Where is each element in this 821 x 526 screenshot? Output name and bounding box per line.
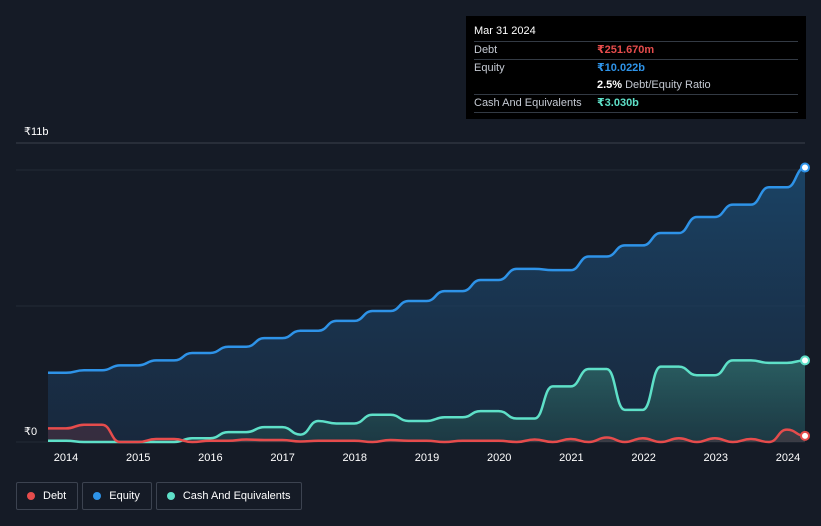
y-axis: ₹11b ₹0: [24, 126, 49, 438]
legend-label: Equity: [109, 490, 140, 502]
tooltip-extra: Debt/Equity Ratio: [625, 79, 711, 91]
equity-line: [48, 166, 806, 375]
tooltip-value: ₹10.022b: [597, 62, 646, 74]
x-tick-label: 2014: [54, 452, 78, 464]
tooltip-row-cash: Cash And Equivalents ₹3.030b: [474, 94, 798, 113]
legend-item-debt[interactable]: Debt: [16, 482, 79, 510]
equity-end-marker: [800, 162, 810, 173]
legend-label: Debt: [43, 490, 67, 502]
x-tick-label: 2017: [270, 452, 294, 464]
x-tick-label: 2022: [631, 452, 655, 464]
y-tick-label: ₹0: [24, 426, 37, 438]
tooltip-row-equity: Equity ₹10.022b: [474, 59, 798, 77]
debt-end-marker: [800, 430, 810, 441]
end-markers: [800, 162, 810, 441]
legend-label: Cash And Equivalents: [182, 490, 291, 502]
debt-line: [48, 423, 806, 444]
tooltip-label: Cash And Equivalents: [474, 97, 582, 109]
cash-and-equivalents-area: [48, 360, 805, 442]
legend-item-equity[interactable]: Equity: [82, 482, 152, 510]
tooltip-row-debt: Debt ₹251.670m: [474, 41, 798, 59]
x-tick-label: 2021: [559, 452, 583, 464]
x-tick-label: 2016: [198, 452, 222, 464]
tooltip-value: 2.5%: [597, 79, 623, 91]
x-tick-label: 2015: [126, 452, 150, 464]
series-lines: [48, 166, 806, 444]
tooltip-row-ratio: 2.5% Debt/Equity Ratio: [474, 77, 798, 94]
tooltip-label: Equity: [474, 62, 505, 74]
x-tick-label: 2018: [343, 452, 367, 464]
tooltip-value: ₹3.030b: [597, 97, 639, 109]
x-axis: 2014 2015 2016 2017 2018 2019 2020 2021 2022 2023…: [54, 452, 800, 464]
legend-dot-icon: [27, 492, 35, 500]
legend-dot-icon: [166, 492, 175, 500]
tooltip-panel: Mar 31 2024 Debt ₹251.670m Equity ₹10.02…: [466, 16, 806, 119]
tooltip-date: Mar 31 2024: [474, 25, 536, 37]
x-tick-label: 2020: [487, 452, 511, 464]
x-tick-label: 2024: [776, 452, 800, 464]
equity-area: [48, 167, 805, 442]
series-areas: [48, 167, 805, 442]
tooltip-value: ₹251.670m: [597, 44, 655, 56]
tooltip-label: Debt: [474, 44, 498, 56]
x-tick-label: 2019: [415, 452, 439, 464]
y-tick-label: ₹11b: [24, 126, 49, 138]
legend: Debt Equity Cash And Equivalents: [16, 482, 303, 510]
legend-item-cash[interactable]: Cash And Equivalents: [155, 482, 303, 510]
cash-and-equivalents-line: [48, 359, 806, 444]
cash-and-equivalents-end-marker: [800, 355, 810, 366]
legend-dot-icon: [93, 492, 102, 500]
x-tick-label: 2023: [704, 452, 728, 464]
